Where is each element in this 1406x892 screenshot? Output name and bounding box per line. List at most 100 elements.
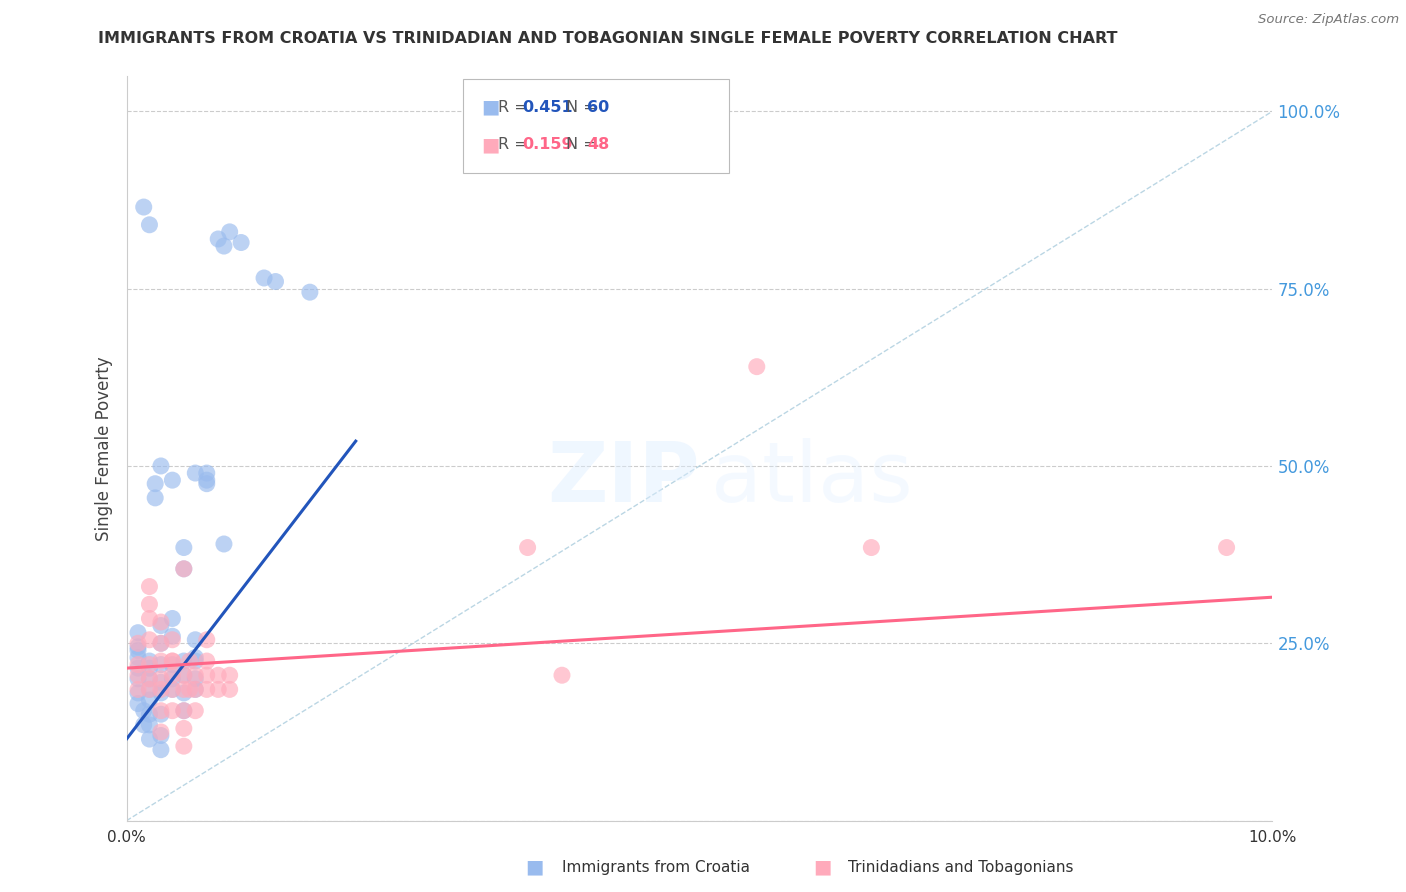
Text: Source: ZipAtlas.com: Source: ZipAtlas.com [1258,13,1399,27]
Point [173,722,195,736]
Text: IMMIGRANTS FROM CROATIA VS TRINIDADIAN AND TOBAGONIAN SINGLE FEMALE POVERTY CORR: IMMIGRANTS FROM CROATIA VS TRINIDADIAN A… [98,31,1118,46]
Point [195,466,218,480]
Point [298,285,321,300]
Point [127,625,149,640]
Point [143,491,166,505]
Point [149,654,172,668]
Point [173,541,195,555]
Point [149,657,172,672]
Point [207,232,229,246]
Text: 60: 60 [588,100,609,115]
Point [149,725,172,739]
Point [162,668,184,682]
Point [149,636,172,650]
Point [184,668,207,682]
Point [127,682,149,697]
Point [253,271,276,285]
Point [195,682,218,697]
Point [860,541,883,555]
Point [195,668,218,682]
Point [551,668,574,682]
Point [184,682,207,697]
Text: 48: 48 [588,137,609,153]
Point [149,672,172,686]
Point [207,682,229,697]
Point [138,597,160,611]
Text: ■: ■ [482,98,501,117]
Point [138,654,160,668]
Point [138,718,160,732]
Point [173,682,195,697]
Point [149,618,172,632]
Point [195,476,218,491]
Point [127,672,149,686]
Point [212,537,235,551]
Point [162,672,184,686]
Point [264,275,287,289]
Point [162,654,184,668]
Point [173,562,195,576]
Point [173,668,195,682]
Point [1215,541,1237,555]
Point [149,675,172,690]
Point [218,668,240,682]
Point [138,682,160,697]
Point [132,704,155,718]
Point [127,668,149,682]
Point [212,239,235,253]
Text: R =: R = [499,137,533,153]
Point [138,707,160,722]
Point [184,682,207,697]
Point [745,359,768,374]
Point [162,682,184,697]
Point [162,657,184,672]
Point [162,629,184,643]
Point [143,476,166,491]
Y-axis label: Single Female Poverty: Single Female Poverty [94,356,112,541]
Point [184,650,207,665]
Text: R =: R = [499,100,533,115]
Point [127,636,149,650]
Point [138,682,160,697]
Point [149,686,172,700]
Point [184,654,207,668]
Point [184,704,207,718]
Point [179,682,201,697]
Text: ZIP: ZIP [547,437,700,518]
Point [149,615,172,629]
Point [516,541,538,555]
Text: 0.159: 0.159 [523,137,574,153]
Point [138,657,160,672]
Point [173,654,195,668]
Point [138,672,160,686]
Point [173,739,195,753]
Point [127,697,149,711]
Point [127,643,149,657]
Point [132,718,155,732]
Text: Trinidadians and Tobagonians: Trinidadians and Tobagonians [848,860,1073,874]
Point [231,235,253,250]
Point [162,473,184,487]
Point [127,661,149,675]
Point [162,682,184,697]
Point [138,661,160,675]
Point [173,686,195,700]
Point [149,636,172,650]
Text: ■: ■ [524,857,544,877]
Text: ■: ■ [813,857,832,877]
Point [138,580,160,594]
Point [149,704,172,718]
Point [173,704,195,718]
Point [149,729,172,743]
Point [218,225,240,239]
Point [173,704,195,718]
Point [149,707,172,722]
Point [149,458,172,473]
Point [207,668,229,682]
Point [184,466,207,480]
Point [149,682,172,697]
Text: Immigrants from Croatia: Immigrants from Croatia [562,860,751,874]
Point [138,693,160,707]
Point [127,686,149,700]
Point [138,611,160,625]
